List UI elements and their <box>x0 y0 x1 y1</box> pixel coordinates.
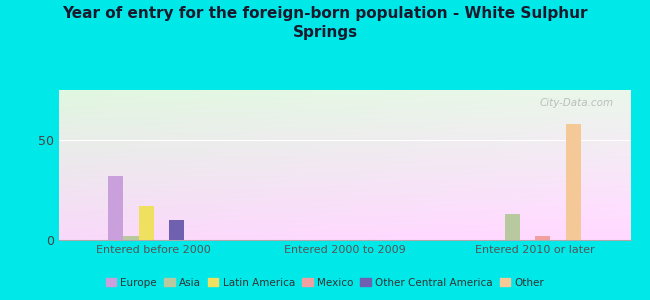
Bar <box>535 236 551 240</box>
Bar <box>169 220 185 240</box>
Text: City-Data.com: City-Data.com <box>540 98 614 107</box>
Bar <box>124 236 138 240</box>
Bar <box>504 214 520 240</box>
Legend: Europe, Asia, Latin America, Mexico, Other Central America, Other: Europe, Asia, Latin America, Mexico, Oth… <box>101 274 549 292</box>
Text: Year of entry for the foreign-born population - White Sulphur
Springs: Year of entry for the foreign-born popul… <box>62 6 588 40</box>
Bar <box>138 206 154 240</box>
Bar <box>108 176 124 240</box>
Bar <box>566 124 581 240</box>
